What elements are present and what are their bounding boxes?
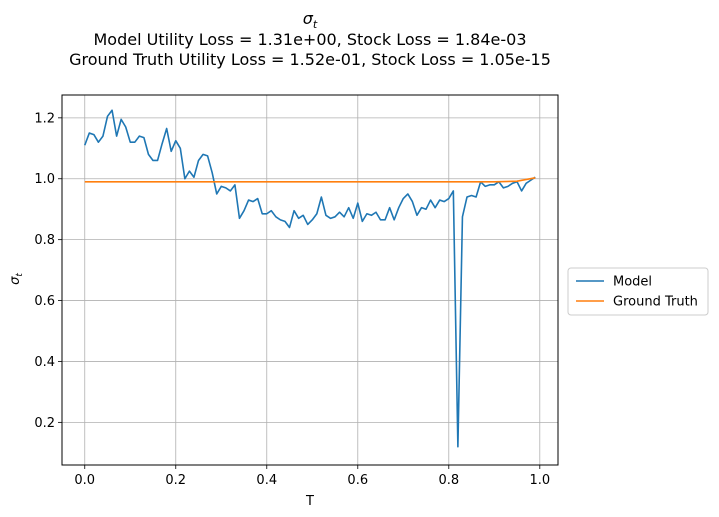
plot-frame — [61, 94, 559, 466]
chart-title: σt Model Utility Loss = 1.31e+00, Stock … — [69, 9, 551, 69]
legend-ground-truth-label: Ground Truth — [613, 295, 698, 310]
x-tick-label: 0.0 — [74, 473, 95, 488]
legend: Model Ground Truth — [567, 267, 709, 316]
y-tick-label: 1.2 — [34, 111, 55, 126]
y-tick-label: 0.8 — [34, 233, 55, 248]
y-tick-label: 0.2 — [34, 416, 55, 431]
model-series-line — [84, 109, 536, 448]
legend-model-label: Model — [613, 275, 652, 290]
x-tick-label: 1.0 — [529, 473, 550, 488]
x-tick-label: 0.8 — [438, 473, 459, 488]
y-tick-label: 0.6 — [34, 294, 55, 309]
chart-title-symbol: σt — [303, 9, 318, 31]
ground-truth-series-line — [84, 177, 536, 183]
y-axis-ticks: 0.2 0.4 0.6 0.8 1.0 1.2 — [34, 111, 62, 431]
x-axis-ticks: 0.0 0.2 0.4 0.6 0.8 1.0 — [74, 465, 550, 488]
y-tick-label: 1.0 — [34, 172, 55, 187]
y-label-subscript-t: t — [15, 273, 25, 277]
y-axis-label: σt — [8, 273, 25, 285]
x-tick-label: 0.6 — [347, 473, 368, 488]
x-tick-label: 0.4 — [256, 473, 277, 488]
x-axis-label: T — [305, 494, 314, 509]
x-tick-label: 0.2 — [165, 473, 186, 488]
grid-layer — [62, 95, 558, 465]
y-tick-label: 0.4 — [34, 355, 55, 370]
title-symbol-sigma: σ — [303, 9, 314, 28]
y-label-symbol-sigma: σ — [8, 276, 23, 285]
series-layer — [84, 109, 536, 448]
title-subscript-t: t — [313, 18, 318, 31]
legend-box — [567, 267, 709, 316]
chart-title-line-2: Ground Truth Utility Loss = 1.52e-01, St… — [69, 50, 551, 69]
chart-title-line-1: Model Utility Loss = 1.31e+00, Stock Los… — [94, 30, 527, 49]
